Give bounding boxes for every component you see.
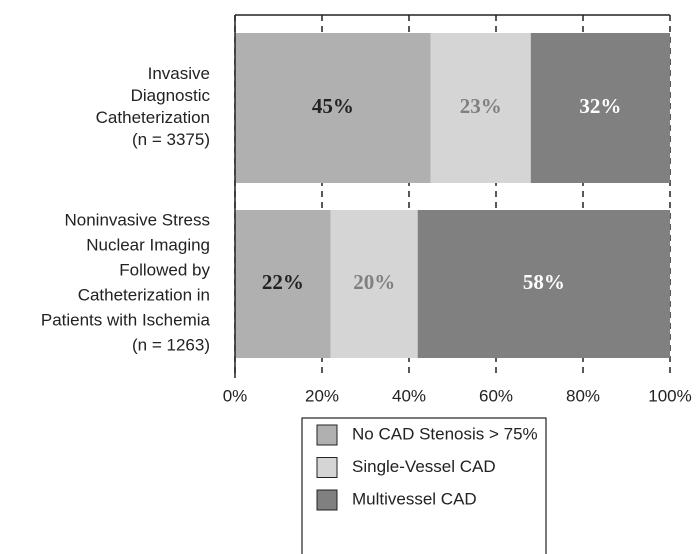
y-tick-label: Noninvasive Stress Nuclear Imaging Followe…	[41, 211, 211, 355]
legend-label: No CAD Stenosis > 75%	[352, 424, 538, 443]
bar-segment	[330, 210, 418, 358]
label-line: Catheterization in	[78, 286, 210, 305]
legend-label: Single-Vessel CAD	[352, 457, 496, 476]
legend-swatch	[316, 424, 338, 446]
x-tick-label: 20%	[305, 386, 339, 405]
label-line: Noninvasive Stress	[64, 211, 210, 230]
label-line: (n = 1263)	[132, 336, 210, 355]
label-line: Patients with Ischemia	[41, 311, 211, 330]
x-tick-label: 40%	[392, 386, 426, 405]
label-line: Catheterization	[96, 108, 210, 127]
label-line: Followed by	[119, 261, 210, 280]
label-line: Nuclear Imaging	[86, 236, 210, 255]
value-label: 32%	[579, 94, 621, 118]
bar-segment	[530, 33, 670, 183]
bar-segment	[235, 33, 431, 183]
x-tick-label: 100%	[648, 386, 691, 405]
value-label: 20%	[353, 270, 395, 294]
value-label: 23%	[460, 94, 502, 118]
legend-swatch	[316, 489, 338, 511]
x-tick-label: 0%	[223, 386, 248, 405]
bar-segment	[235, 210, 331, 358]
y-tick-label: Invasive Diagnostic Catheterization (n = 33…	[96, 64, 211, 149]
legend-frame	[301, 417, 547, 554]
x-tick-label: 60%	[479, 386, 513, 405]
label-line: Invasive	[148, 64, 210, 83]
value-label: 45%	[312, 94, 354, 118]
value-label: 58%	[523, 270, 565, 294]
value-label: 22%	[262, 270, 304, 294]
label-line: (n = 3375)	[132, 130, 210, 149]
x-tick-label: 80%	[566, 386, 600, 405]
bar-segment	[430, 33, 531, 183]
label-line: Diagnostic	[131, 86, 211, 105]
legend-label: Multivessel CAD	[352, 489, 477, 508]
bar-segment	[417, 210, 670, 358]
legend-swatch	[316, 457, 338, 478]
